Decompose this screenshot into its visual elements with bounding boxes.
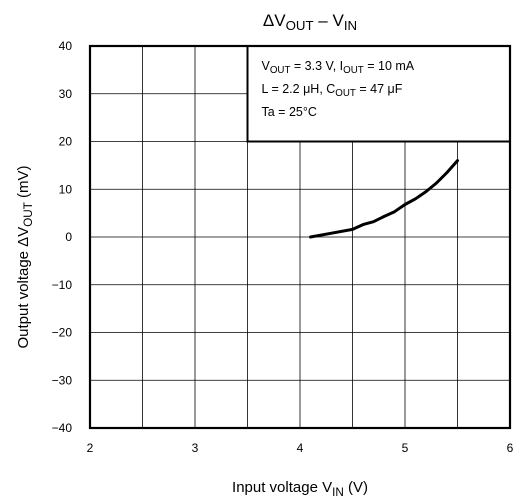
y-axis-label: Output voltage ΔVOUT (mV) <box>15 165 35 348</box>
title-part: ΔV <box>263 11 286 30</box>
condition-text: VOUT = 3.3 V, IOUT = 10 mA <box>262 59 415 76</box>
ylabel-part: Output voltage ΔV <box>15 227 32 349</box>
y-tick-label: −40 <box>52 421 73 435</box>
x-axis-label: Input voltage VIN (V) <box>232 479 368 499</box>
condition-part: = 3.3 V, I <box>290 59 343 73</box>
condition-part: OUT <box>335 88 356 99</box>
condition-part: = 10 mA <box>364 59 415 73</box>
y-tick-label: −30 <box>52 373 73 387</box>
y-tick-label: 0 <box>65 230 72 244</box>
condition-text: Ta = 25°C <box>262 105 317 119</box>
y-tick-label: 20 <box>59 135 73 149</box>
condition-part: OUT <box>270 65 291 76</box>
x-tick-label: 4 <box>297 441 304 455</box>
title-part: OUT <box>286 18 314 33</box>
x-tick-label: 2 <box>87 441 94 455</box>
chart-title: ΔVOUT – VIN <box>263 11 357 33</box>
y-tick-label: 10 <box>59 182 73 196</box>
xlabel-part: (V) <box>344 479 368 496</box>
xlabel-part: Input voltage V <box>232 479 332 496</box>
ylabel-part: (mV) <box>15 165 32 202</box>
condition-part: V <box>262 59 271 73</box>
y-tick-label: −20 <box>52 326 73 340</box>
condition-text: L = 2.2 μH, COUT = 47 μF <box>262 82 403 99</box>
condition-part: Ta = 25°C <box>262 105 317 119</box>
title-part: IN <box>344 18 357 33</box>
x-tick-label: 5 <box>402 441 409 455</box>
condition-part: = 47 μF <box>356 82 403 96</box>
title-part: – V <box>314 11 345 30</box>
plot-border <box>88 44 512 430</box>
y-tick-label: 40 <box>59 39 73 53</box>
x-tick-label: 6 <box>507 441 514 455</box>
series-line <box>309 159 459 239</box>
ylabel-part: OUT <box>22 202 35 227</box>
x-tick-label: 3 <box>192 441 199 455</box>
y-tick-label: 30 <box>59 87 73 101</box>
condition-part: OUT <box>343 65 364 76</box>
xlabel-part: IN <box>332 486 344 499</box>
condition-part: L = 2.2 μH, C <box>262 82 336 96</box>
y-tick-label: −10 <box>52 278 73 292</box>
